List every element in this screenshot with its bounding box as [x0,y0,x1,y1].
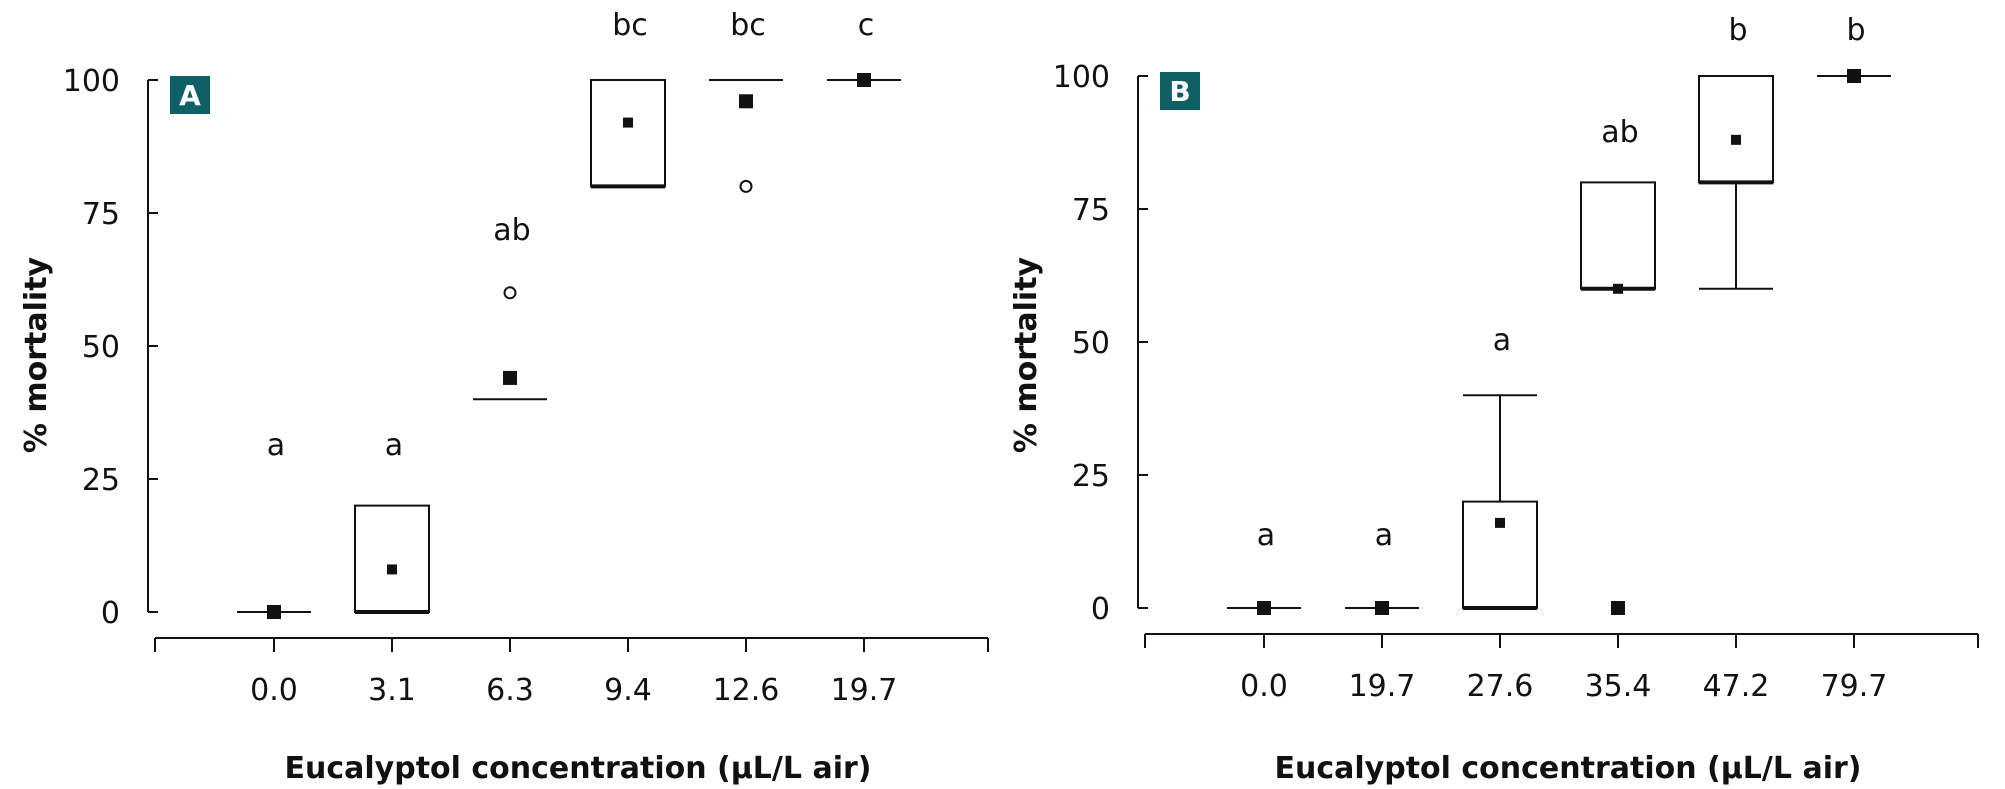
significance-letter: a [385,428,403,463]
box-0.0: a [237,428,311,619]
box-35.4: ab [1580,115,1656,615]
mean-marker [623,117,633,128]
mean-marker [1495,517,1505,528]
y-tick-label: 25 [82,463,120,498]
x-tick-label: 79.7 [1821,669,1888,704]
x-tick-label: 3.1 [368,673,416,708]
box-body [1462,500,1538,610]
significance-letter: a [267,428,285,463]
x-tick-label: 0.0 [250,673,298,708]
significance-letter: a [1493,323,1511,358]
significance-letter: bc [730,8,766,43]
box-19.7: c [827,8,901,87]
mean-marker [503,370,517,385]
mean-marker [739,94,753,109]
y-tick-label: 100 [1053,60,1110,95]
x-tick-label: 12.6 [713,673,780,708]
panel-b-y-axis-label: % mortality [1009,256,1044,453]
significance-letter: b [1846,13,1865,48]
box-47.2: b [1698,13,1774,290]
box-79.7: b [1817,13,1891,83]
y-tick-label: 100 [63,64,120,99]
box-body [354,504,430,614]
significance-letter: a [1257,518,1275,553]
x-tick-label: 27.6 [1467,669,1534,704]
panel-b-x-axis-label: Eucalyptol concentration (µL/L air) [1275,751,1862,786]
y-tick-label: 50 [82,330,120,365]
outlier-marker [739,179,753,193]
mean-marker [267,605,281,619]
y-tick-label: 0 [101,596,120,631]
mean-marker [387,564,397,575]
panel-a-y-ticks: 0 25 50 75 100 [63,64,158,631]
mean-marker [1257,601,1271,615]
extreme-marker [1611,601,1625,615]
box-9.4: bc [590,8,666,189]
significance-letter: a [1375,518,1393,553]
mean-marker [1613,283,1623,294]
x-tick-label: 47.2 [1703,669,1770,704]
panel-a-chart: A 0 25 50 75 100 0.0 3.1 6.3 9.4 12.6 19.7 a a ab bc… [19,8,989,786]
panel-b-marks: a a a ab b b [1227,13,1891,615]
box-body [1698,75,1774,184]
mean-marker [1731,134,1741,145]
panel-a-badge-label: A [179,79,201,112]
box-6.3: ab [473,213,547,401]
panel-b-badge [1160,72,1200,110]
box-body [590,79,666,188]
panel-b-x-ticks: 0.0 19.7 27.6 35.4 47.2 79.7 [1144,634,1979,704]
panel-a-marks: a a ab bc bc c [237,8,901,619]
x-tick-label: 19.7 [1349,669,1416,704]
x-tick-label: 0.0 [1240,669,1288,704]
panel-a-x-axis-label: Eucalyptol concentration (µL/L air) [285,751,872,786]
outlier-marker [503,286,517,300]
panel-b-badge-label: B [1169,75,1190,108]
y-tick-label: 75 [1072,193,1110,228]
y-tick-label: 0 [1091,592,1110,627]
box-27.6: a [1462,323,1538,610]
panel-a-badge [170,76,210,114]
mean-marker [857,73,871,87]
significance-letter: ab [1601,115,1638,150]
significance-letter: c [858,8,875,43]
box-3.1: a [354,428,430,614]
y-tick-label: 25 [1072,459,1110,494]
box-0.0: a [1227,518,1301,615]
mean-marker [1847,69,1861,83]
x-tick-label: 9.4 [604,673,652,708]
x-tick-label: 6.3 [486,673,534,708]
significance-letter: bc [612,8,648,43]
panel-b-y-ticks: 0 25 50 75 100 [1053,60,1148,627]
x-tick-label: 19.7 [831,673,898,708]
box-body [1580,181,1656,290]
box-19.7: a [1345,518,1419,615]
box-12.6: bc [709,8,783,193]
significance-letter: ab [493,213,530,248]
significance-letter: b [1728,13,1747,48]
mean-marker [1375,601,1389,615]
panel-a-y-axis-label: % mortality [19,256,54,453]
x-tick-label: 35.4 [1585,669,1652,704]
y-tick-label: 75 [82,197,120,232]
panel-a-x-ticks: 0.0 3.1 6.3 9.4 12.6 19.7 [154,638,989,708]
y-tick-label: 50 [1072,326,1110,361]
